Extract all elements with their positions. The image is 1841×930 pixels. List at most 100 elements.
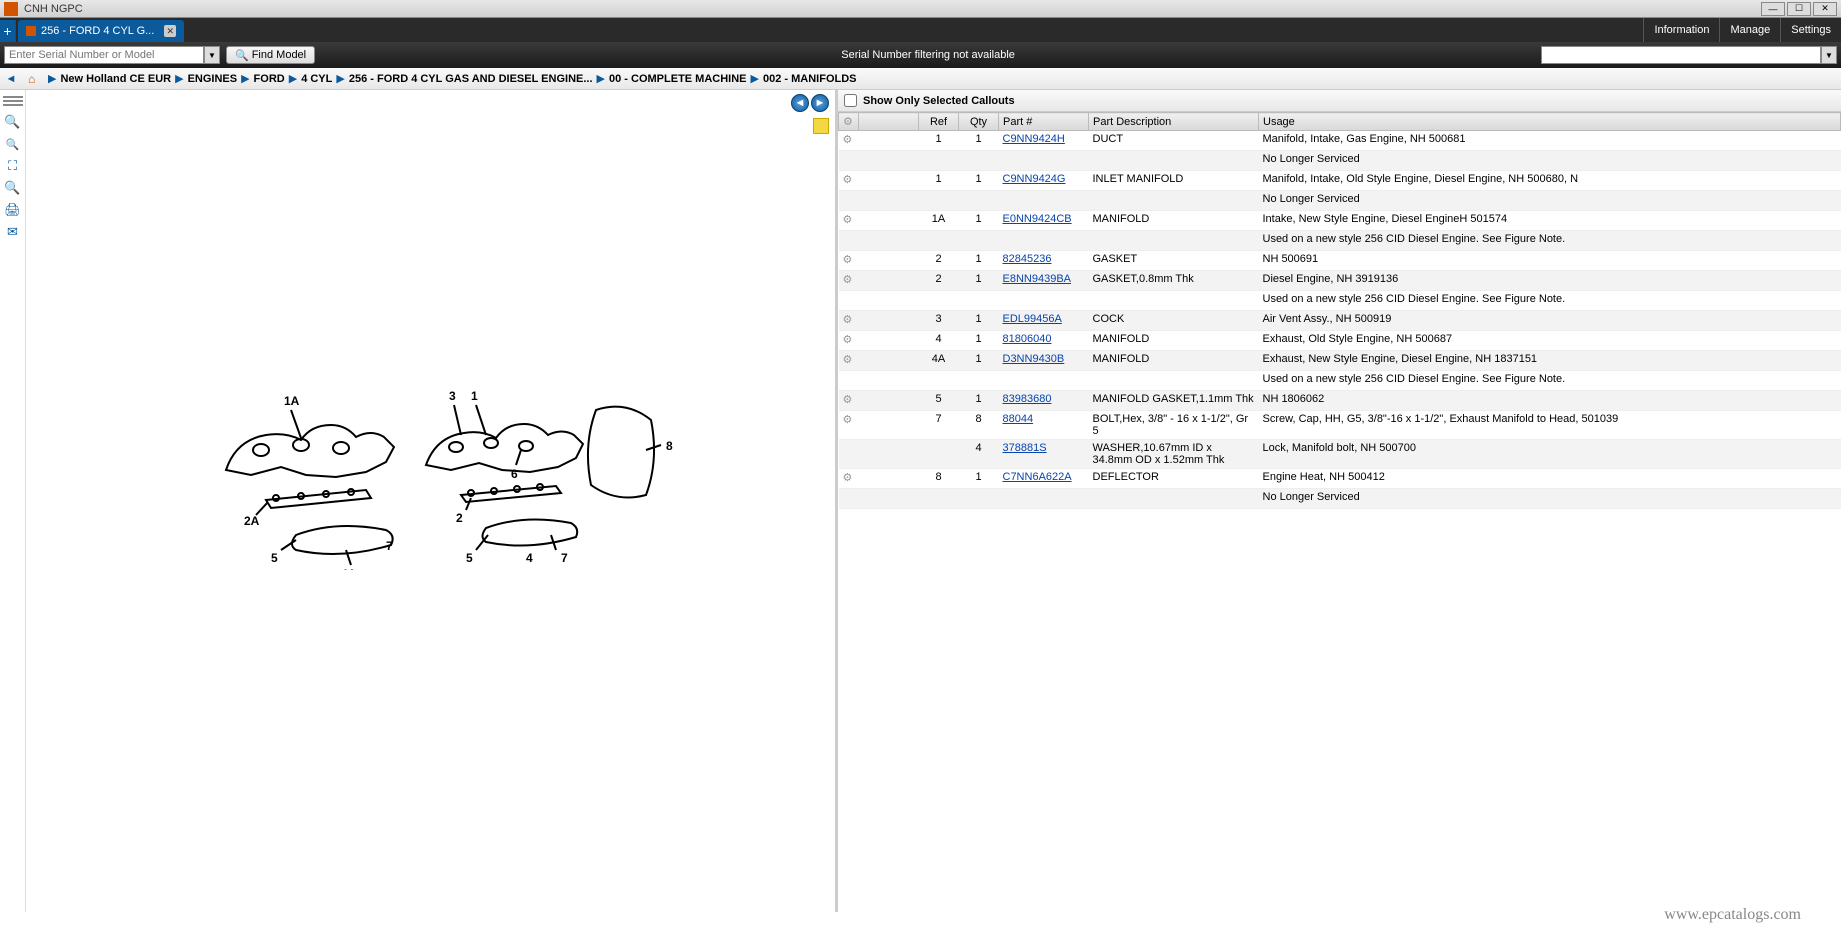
breadcrumb-home-icon[interactable]: ⌂ — [28, 72, 42, 86]
new-tab-button[interactable]: + — [0, 20, 16, 42]
breadcrumb-segment[interactable]: New Holland CE EUR — [60, 73, 171, 85]
global-search-dropdown[interactable]: ▼ — [1821, 46, 1837, 64]
table-row[interactable]: ⚙7888044BOLT,Hex, 3/8" - 16 x 1-1/2", Gr… — [839, 411, 1841, 440]
maximize-button[interactable]: ☐ — [1787, 2, 1811, 16]
table-row[interactable]: ⚙5183983680MANIFOLD GASKET,1.1mm ThkNH 1… — [839, 391, 1841, 411]
diagram-note-button[interactable] — [813, 118, 829, 134]
cell-description — [1089, 231, 1259, 251]
row-gear-icon[interactable]: ⚙ — [843, 254, 853, 266]
cell-usage: Used on a new style 256 CID Diesel Engin… — [1259, 291, 1841, 311]
row-gear-icon[interactable]: ⚙ — [843, 354, 853, 366]
diagram-canvas[interactable]: ◄ ► — [26, 90, 835, 912]
zoom-in-icon[interactable]: 🔍 — [3, 112, 23, 132]
cell-part: E0NN9424CB — [999, 211, 1089, 231]
cell-part — [999, 191, 1089, 211]
zoom-out-icon[interactable]: 🔍 — [3, 134, 23, 154]
menu-information[interactable]: Information — [1643, 18, 1719, 42]
table-row[interactable]: No Longer Serviced — [839, 191, 1841, 211]
cell-usage: Engine Heat, NH 500412 — [1259, 469, 1841, 489]
breadcrumb-segment[interactable]: 002 - MANIFOLDS — [763, 73, 857, 85]
breadcrumb-segment[interactable]: 256 - FORD 4 CYL GAS AND DIESEL ENGINE..… — [349, 73, 593, 85]
diagram-next-button[interactable]: ► — [811, 94, 829, 112]
breadcrumb-segment[interactable]: 00 - COMPLETE MACHINE — [609, 73, 747, 85]
part-link[interactable]: C9NN9424H — [1003, 133, 1065, 145]
table-row[interactable]: ⚙4A1D3NN9430BMANIFOLDExhaust, New Style … — [839, 351, 1841, 371]
col-desc[interactable]: Part Description — [1089, 113, 1259, 131]
part-link[interactable]: 88044 — [1003, 413, 1034, 425]
col-blank[interactable] — [859, 113, 919, 131]
email-icon[interactable]: ✉ — [3, 222, 23, 242]
tab-active[interactable]: 256 - FORD 4 CYL G... ✕ — [18, 20, 184, 42]
table-row[interactable]: No Longer Serviced — [839, 489, 1841, 509]
cell-qty: 4 — [959, 440, 999, 469]
breadcrumb-segment[interactable]: ENGINES — [188, 73, 238, 85]
col-part[interactable]: Part # — [999, 113, 1089, 131]
cell-part: 82845236 — [999, 251, 1089, 271]
row-gear-icon[interactable]: ⚙ — [843, 274, 853, 286]
cell-ref — [919, 489, 959, 509]
close-button[interactable]: ✕ — [1813, 2, 1837, 16]
reset-zoom-icon[interactable]: 🔍 — [3, 178, 23, 198]
part-link[interactable]: 83983680 — [1003, 393, 1052, 405]
table-row[interactable]: Used on a new style 256 CID Diesel Engin… — [839, 291, 1841, 311]
col-ref[interactable]: Ref — [919, 113, 959, 131]
table-row[interactable]: ⚙31EDL99456ACOCKAir Vent Assy., NH 50091… — [839, 311, 1841, 331]
row-gear-icon[interactable]: ⚙ — [843, 214, 853, 226]
breadcrumb-back-icon[interactable]: ◄ — [4, 72, 18, 86]
cell-part — [999, 231, 1089, 251]
fit-icon[interactable]: ⛶ — [3, 156, 23, 176]
show-only-callouts-checkbox[interactable] — [844, 94, 857, 107]
row-gear-icon[interactable]: ⚙ — [843, 414, 853, 426]
table-row[interactable]: ⚙4181806040MANIFOLDExhaust, Old Style En… — [839, 331, 1841, 351]
diagram-prev-button[interactable]: ◄ — [791, 94, 809, 112]
table-row[interactable]: ⚙81C7NN6A622ADEFLECTOREngine Heat, NH 50… — [839, 469, 1841, 489]
part-link[interactable]: E8NN9439BA — [1003, 273, 1072, 285]
part-link[interactable]: 82845236 — [1003, 253, 1052, 265]
col-gear[interactable]: ⚙ — [839, 113, 859, 131]
col-qty[interactable]: Qty — [959, 113, 999, 131]
row-gear-icon[interactable]: ⚙ — [843, 174, 853, 186]
table-row[interactable]: ⚙11C9NN9424HDUCTManifold, Intake, Gas En… — [839, 131, 1841, 151]
part-link[interactable]: EDL99456A — [1003, 313, 1062, 325]
parts-diagram: 1A 1 3 8 2A 5 4A 7 2 5 7 4 6 — [206, 350, 686, 570]
cell-usage: Manifold, Intake, Gas Engine, NH 500681 — [1259, 131, 1841, 151]
svg-text:7: 7 — [561, 551, 568, 565]
menu-settings[interactable]: Settings — [1780, 18, 1841, 42]
table-row[interactable]: Used on a new style 256 CID Diesel Engin… — [839, 371, 1841, 391]
part-link[interactable]: D3NN9430B — [1003, 353, 1065, 365]
table-row[interactable]: Used on a new style 256 CID Diesel Engin… — [839, 231, 1841, 251]
cell-usage: No Longer Serviced — [1259, 191, 1841, 211]
row-gear-icon[interactable]: ⚙ — [843, 314, 853, 326]
part-link[interactable]: C7NN6A622A — [1003, 471, 1072, 483]
row-gear-icon[interactable]: ⚙ — [843, 134, 853, 146]
print-icon[interactable]: 🖨 — [3, 200, 23, 220]
col-usage[interactable]: Usage — [1259, 113, 1841, 131]
table-row[interactable]: ⚙11C9NN9424GINLET MANIFOLDManifold, Inta… — [839, 171, 1841, 191]
row-gear-icon[interactable]: ⚙ — [843, 472, 853, 484]
cell-qty: 1 — [959, 469, 999, 489]
part-link[interactable]: 81806040 — [1003, 333, 1052, 345]
minimize-button[interactable]: — — [1761, 2, 1785, 16]
breadcrumb-segment[interactable]: 4 CYL — [301, 73, 332, 85]
menu-manage[interactable]: Manage — [1719, 18, 1780, 42]
tab-close-button[interactable]: ✕ — [164, 25, 176, 37]
table-row[interactable]: ⚙21E8NN9439BAGASKET,0.8mm ThkDiesel Engi… — [839, 271, 1841, 291]
row-gear-icon[interactable]: ⚙ — [843, 394, 853, 406]
svg-text:5: 5 — [466, 551, 473, 565]
table-row[interactable]: No Longer Serviced — [839, 151, 1841, 171]
hamburger-icon[interactable] — [3, 96, 23, 106]
table-row[interactable]: ⚙1A1E0NN9424CBMANIFOLDIntake, New Style … — [839, 211, 1841, 231]
part-link[interactable]: E0NN9424CB — [1003, 213, 1072, 225]
serial-dropdown-button[interactable]: ▼ — [204, 46, 220, 64]
find-model-button[interactable]: 🔍 Find Model — [226, 46, 315, 64]
row-gear-icon[interactable]: ⚙ — [843, 334, 853, 346]
breadcrumb: ◄ ⌂ ▶New Holland CE EUR▶ENGINES▶FORD▶4 C… — [0, 68, 1841, 90]
breadcrumb-segment[interactable]: FORD — [254, 73, 285, 85]
global-search-input[interactable] — [1541, 46, 1821, 64]
part-link[interactable]: 378881S — [1003, 442, 1047, 454]
part-link[interactable]: C9NN9424G — [1003, 173, 1066, 185]
serial-input[interactable] — [4, 46, 204, 64]
cell-usage: Screw, Cap, HH, G5, 3/8"-16 x 1-1/2", Ex… — [1259, 411, 1841, 440]
table-row[interactable]: ⚙2182845236GASKETNH 500691 — [839, 251, 1841, 271]
table-row[interactable]: 4378881SWASHER,10.67mm ID x 34.8mm OD x … — [839, 440, 1841, 469]
